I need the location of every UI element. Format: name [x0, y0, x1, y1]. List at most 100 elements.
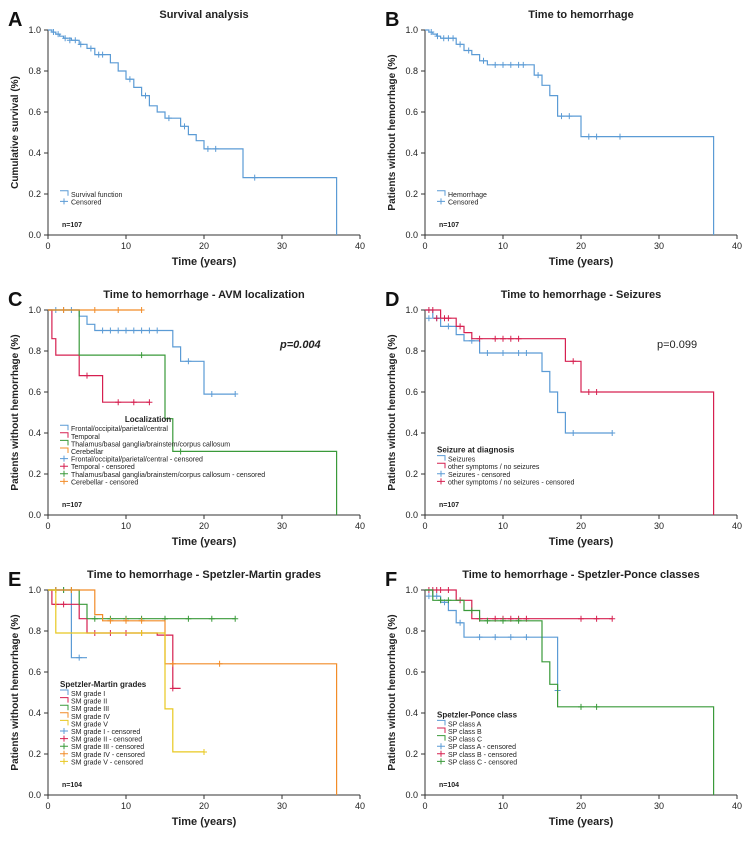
legend-title: Spetzler-Ponce class	[437, 710, 518, 719]
y-tick-label: 0.2	[405, 189, 418, 199]
x-tick-label: 40	[732, 241, 742, 251]
n-label: n=107	[62, 222, 82, 229]
censored-mark	[181, 123, 188, 130]
chart-title: Time to hemorrhage - Spetzler-Ponce clas…	[462, 569, 700, 581]
x-axis-label: Time (years)	[172, 256, 237, 268]
legend-entry: SP class B - censored	[448, 752, 517, 759]
legend-entry: SM grade IV - censored	[71, 752, 145, 759]
x-tick-label: 10	[121, 521, 131, 531]
legend-marker	[60, 689, 69, 695]
y-tick-label: 0.4	[28, 148, 41, 158]
series-line-5	[48, 589, 204, 753]
legend-entry: SP class A	[448, 721, 482, 728]
panel-b: B Time to hemorrhage 0 10 20 30 40 0.0 0.2 0.4 0.6…	[377, 0, 754, 282]
censored-mark	[445, 597, 452, 604]
censored-mark	[450, 35, 457, 42]
censored-mark	[138, 307, 145, 313]
censored-mark	[138, 352, 145, 359]
censored-mark	[115, 327, 122, 334]
series-line-1	[48, 589, 87, 659]
x-tick-label: 40	[355, 801, 365, 811]
panel-f: F Time to hemorrhage - Spetzler-Ponce cla…	[377, 560, 754, 842]
y-tick-label: 0.4	[405, 708, 418, 718]
censored-mark	[507, 61, 514, 68]
censored-mark	[593, 615, 600, 622]
censored-mark	[500, 617, 506, 624]
x-axis-label: Time (years)	[549, 256, 614, 268]
y-axis-label: Patients without hemorrhage (%)	[10, 334, 21, 490]
y-tick-label: 0.4	[405, 148, 418, 158]
series-line-1	[425, 309, 613, 434]
legend-marker	[60, 439, 69, 446]
censored-mark	[535, 72, 542, 79]
y-tick-label: 0.8	[28, 66, 41, 76]
x-axis-label: Time (years)	[549, 816, 614, 828]
y-tick-label: 1.0	[28, 25, 41, 35]
censored-mark	[465, 47, 472, 54]
legend-entry: Seizures - censored	[448, 472, 510, 479]
censored-mark	[177, 448, 184, 455]
y-tick-label: 0.4	[405, 428, 418, 438]
censored-mark	[585, 389, 592, 395]
legend-entry: SM grade I - censored	[71, 729, 140, 736]
y-tick-label: 0.8	[405, 66, 418, 76]
x-tick-label: 30	[277, 521, 287, 531]
legend-entry: Temporal	[71, 434, 100, 441]
y-tick-label: 0.4	[28, 708, 41, 718]
x-tick-label: 0	[45, 801, 50, 811]
legend-entry: Cerebellar - censored	[71, 479, 138, 486]
censored-mark	[566, 113, 573, 120]
legend-entry: Temporal - censored	[71, 464, 135, 471]
censored-mark	[585, 133, 592, 140]
censored-mark	[578, 703, 584, 710]
legend-marker	[60, 424, 69, 431]
series-line-1	[425, 29, 715, 235]
censored-mark	[457, 619, 464, 626]
legend-entry: SM grade III	[71, 706, 109, 713]
legend-entry: SM grade V - censored	[71, 759, 143, 766]
legend-marker	[437, 455, 446, 461]
y-tick-label: 0.8	[28, 346, 41, 356]
legend-entry: Survival function	[71, 192, 122, 199]
legend-entry: SP class B	[448, 729, 482, 736]
y-tick-label: 0.2	[405, 469, 418, 479]
y-tick-label: 0.6	[28, 107, 41, 117]
x-tick-label: 0	[422, 241, 427, 251]
censored-mark	[433, 593, 440, 600]
censored-mark	[55, 31, 62, 38]
legend-marker	[437, 198, 445, 205]
censored-mark	[578, 615, 584, 622]
legend-entry: SM grade III - censored	[71, 744, 144, 751]
legend-marker	[437, 750, 445, 757]
y-axis-label: Patients without hemorrhage (%)	[387, 54, 398, 210]
x-tick-label: 40	[732, 521, 742, 531]
censored-mark	[425, 315, 432, 322]
y-tick-label: 0.6	[28, 667, 41, 677]
legend-marker	[60, 728, 68, 734]
chart-b: B Time to hemorrhage 0 10 20 30 40 0.0 0.2 0.4 0.6…	[385, 9, 742, 268]
censored-mark	[126, 76, 133, 83]
censored-mark	[91, 615, 98, 622]
legend-entry: SP class C	[448, 737, 482, 744]
x-tick-label: 20	[576, 801, 586, 811]
censored-mark	[77, 41, 84, 48]
censored-mark	[520, 61, 527, 68]
censored-mark	[429, 307, 436, 313]
y-tick-label: 1.0	[28, 585, 41, 595]
censored-mark	[484, 617, 491, 624]
censored-mark	[492, 61, 499, 68]
chart-title: Time to hemorrhage	[528, 9, 634, 21]
censored-mark	[468, 607, 475, 614]
legend-entry: Seizures	[448, 457, 476, 464]
y-tick-label: 0.6	[28, 387, 41, 397]
legend-marker	[60, 190, 69, 196]
x-tick-label: 10	[498, 521, 508, 531]
censored-mark	[434, 33, 441, 40]
legend-marker	[437, 743, 445, 750]
y-tick-label: 0.8	[405, 346, 418, 356]
censored-mark	[609, 615, 616, 622]
legend-entry: other symptoms / no seizures - censored	[448, 479, 575, 486]
censored-mark	[185, 358, 192, 365]
x-tick-label: 20	[199, 241, 209, 251]
legend-entry: Thalamus/basal ganglia/brainstem/corpus …	[71, 441, 230, 448]
